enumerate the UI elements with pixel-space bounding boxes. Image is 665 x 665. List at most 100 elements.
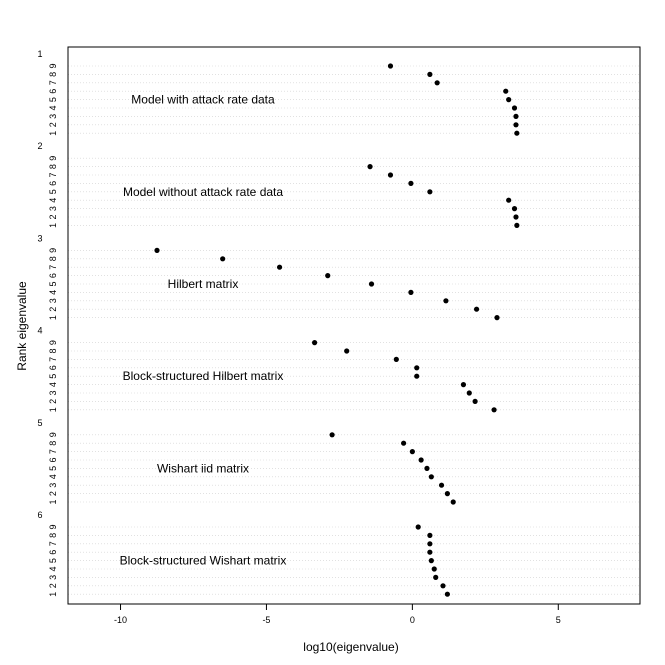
- rank-label: 6: [48, 365, 58, 370]
- panel-2: 2 9 8 7 6 5 4 3 2 1 Model without attack rate data: [37, 141, 520, 228]
- data-point: [344, 348, 350, 354]
- data-point: [401, 440, 407, 446]
- data-point: [438, 482, 445, 488]
- rank-label: 7: [48, 357, 58, 362]
- data-point: [511, 105, 518, 111]
- panel-number: 2: [37, 141, 42, 151]
- data-point: [428, 474, 434, 480]
- panel-5: 5 9 8 7 6 5 4 3 2 1 Wishart iid matrix: [37, 418, 456, 505]
- rank-label: 9: [48, 524, 58, 529]
- data-point: [514, 130, 520, 136]
- data-point: [409, 449, 415, 455]
- rank-label: 8: [48, 533, 58, 538]
- rank-label: 6: [48, 181, 58, 186]
- data-point: [154, 247, 160, 253]
- data-point: [460, 382, 467, 388]
- rank-label: 6: [48, 550, 58, 555]
- data-point: [427, 532, 433, 539]
- data-point: [433, 574, 439, 581]
- rank-label: 1: [48, 131, 58, 136]
- data-point: [367, 164, 373, 170]
- rank-label: 9: [48, 248, 58, 253]
- data-point: [466, 390, 472, 396]
- data-point: [503, 88, 509, 94]
- data-point: [415, 524, 421, 530]
- data-point: [220, 256, 226, 262]
- panel-name: Wishart iid matrix: [157, 461, 249, 475]
- data-point: [427, 541, 433, 547]
- rank-label: 5: [48, 189, 58, 194]
- rank-label: 9: [48, 432, 58, 437]
- rank-label: 9: [48, 63, 58, 68]
- rank-label: 4: [48, 105, 58, 110]
- rank-label: 1: [48, 315, 58, 320]
- data-point: [443, 298, 449, 304]
- rank-label: 9: [48, 340, 58, 345]
- rank-label: 8: [48, 441, 58, 446]
- data-point: [427, 549, 433, 555]
- rank-label: 2: [48, 122, 58, 127]
- panel-name: Block-structured Hilbert matrix: [123, 369, 284, 383]
- rank-label: 5: [48, 466, 58, 471]
- rank-label: 6: [48, 89, 58, 94]
- rank-label: 2: [48, 307, 58, 312]
- rank-label: 4: [48, 382, 58, 387]
- x-tick-label: 5: [556, 615, 561, 625]
- data-point: [408, 180, 414, 186]
- rank-label: 1: [48, 223, 58, 228]
- panel-6: 6 9 8 7 6 5 4 3 2 1 Block-structured Wishart matri…: [37, 510, 450, 597]
- panel-number: 4: [37, 326, 42, 336]
- rank-label: 6: [48, 457, 58, 462]
- data-point: [387, 63, 394, 69]
- panel-name: Block-structured Wishart matrix: [120, 554, 287, 568]
- x-axis: -10 -5 0 5: [114, 604, 561, 625]
- data-point: [513, 214, 519, 220]
- grid-lines: [68, 65, 640, 595]
- data-point: [368, 281, 375, 287]
- panel-name: Model with attack rate data: [131, 93, 275, 107]
- rank-label: 7: [48, 265, 58, 270]
- rank-label: 1: [48, 499, 58, 504]
- rank-label: 9: [48, 156, 58, 161]
- rank-label: 3: [48, 114, 58, 119]
- data-point: [513, 113, 519, 119]
- panel-number: 3: [37, 233, 42, 243]
- panel-1: 1 9 8 7 6 5 4 3 2 1 Model with attack rate data: [37, 49, 520, 136]
- data-point: [312, 340, 318, 346]
- data-point: [427, 189, 433, 195]
- data-point: [472, 398, 478, 404]
- data-point: [473, 306, 480, 312]
- panel-3: 3 9 8 7 6 5 4 3 2 1 Hilbert matrix: [37, 233, 500, 321]
- data-point: [276, 264, 283, 270]
- rank-label: 1: [48, 592, 58, 597]
- rank-label: 2: [48, 214, 58, 219]
- rank-label: 8: [48, 348, 58, 353]
- data-point: [408, 289, 414, 295]
- rank-label: 5: [48, 97, 58, 102]
- data-point: [329, 432, 335, 438]
- rank-label: 4: [48, 474, 58, 479]
- data-point: [444, 591, 450, 597]
- panel-name: Hilbert matrix: [168, 277, 239, 291]
- rank-label: 8: [48, 164, 58, 169]
- data-point: [431, 566, 437, 572]
- data-point: [450, 499, 456, 505]
- rank-label: 2: [48, 491, 58, 496]
- rank-label: 3: [48, 298, 58, 303]
- panel-name: Model without attack rate data: [123, 185, 283, 199]
- data-point: [424, 465, 430, 471]
- rank-label: 5: [48, 374, 58, 379]
- data-point: [494, 315, 500, 321]
- data-point: [514, 222, 520, 228]
- rank-label: 4: [48, 198, 58, 203]
- rank-label: 5: [48, 281, 58, 286]
- data-point: [393, 356, 399, 362]
- panel-number: 6: [37, 510, 42, 520]
- rank-label: 2: [48, 399, 58, 404]
- data-point: [325, 273, 331, 279]
- x-axis-label: log10(eigenvalue): [303, 640, 398, 654]
- plot-frame: [67, 46, 641, 605]
- rank-label: 3: [48, 206, 58, 211]
- data-point: [444, 491, 450, 497]
